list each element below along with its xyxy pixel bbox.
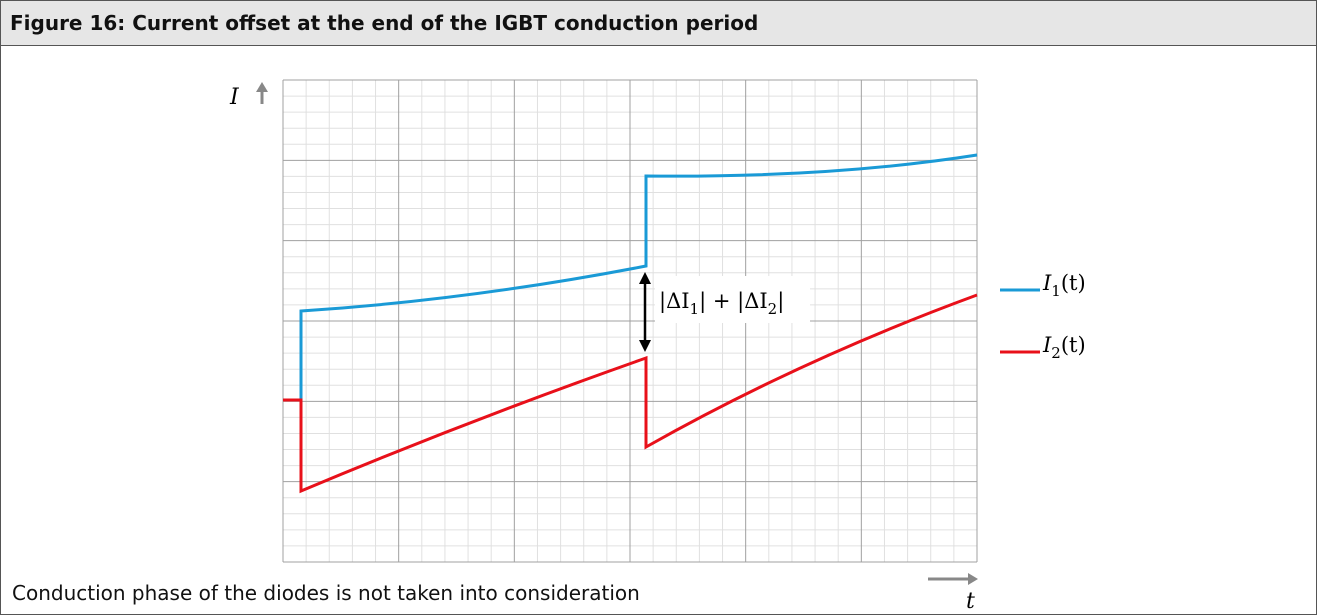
- annotation-subscript: 1: [690, 300, 700, 318]
- legend-subscript: 2: [1051, 344, 1061, 362]
- grid: [282, 79, 978, 563]
- annotation-part: | + |ΔI: [699, 289, 768, 314]
- legend-subscript: 1: [1051, 282, 1061, 300]
- legend-entry: I1(t): [1042, 271, 1086, 300]
- legend-entry: I2(t): [1042, 333, 1086, 362]
- offset-annotation: |ΔI1| + |ΔI2|: [659, 289, 784, 318]
- x-axis-arrowhead: [968, 573, 978, 585]
- legend-symbol: I: [1042, 333, 1052, 357]
- legend-rest: (t): [1061, 333, 1086, 357]
- footnote: Conduction phase of the diodes is not ta…: [12, 581, 640, 605]
- legend-symbol: I: [1042, 271, 1052, 295]
- annotation-part: |ΔI: [659, 289, 690, 314]
- annotation-subscript: 2: [768, 300, 778, 318]
- offset-arrowhead-bottom: [639, 340, 651, 352]
- y-axis-arrowhead: [256, 82, 268, 92]
- y-axis-label: I: [229, 85, 240, 110]
- current-1-curve: [299, 153, 978, 400]
- current-2-curve: [283, 293, 978, 494]
- x-axis-label: t: [966, 589, 975, 614]
- header-bar: [0, 0, 1317, 46]
- figure-title: Figure 16: Current offset at the end of …: [10, 11, 758, 35]
- annotation-part: |: [777, 289, 784, 314]
- legend-rest: (t): [1061, 271, 1086, 295]
- annotation-box: [655, 276, 810, 323]
- offset-arrowhead-top: [639, 272, 651, 284]
